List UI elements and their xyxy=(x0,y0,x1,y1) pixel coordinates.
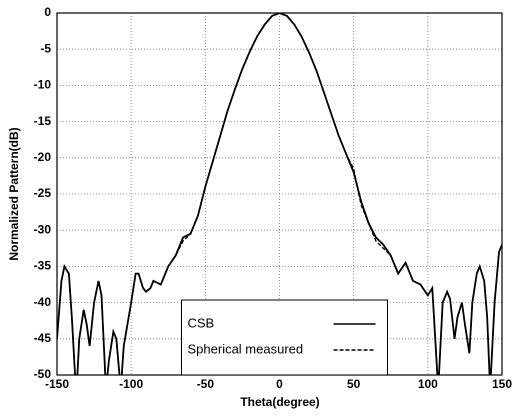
x-axis-label: Theta(degree) xyxy=(240,395,319,409)
y-tick-label: -15 xyxy=(34,114,52,128)
x-tick-label: 150 xyxy=(492,377,512,391)
x-tick-label: -100 xyxy=(119,377,143,391)
y-tick-label: -30 xyxy=(34,222,52,236)
x-tick-label: -50 xyxy=(197,377,215,391)
plot-area xyxy=(57,13,502,375)
y-tick-label: -40 xyxy=(34,295,52,309)
y-tick-label: -20 xyxy=(34,150,52,164)
x-tick-label: -150 xyxy=(45,377,69,391)
legend-label: Spherical measured xyxy=(188,341,304,356)
x-tick-label: 50 xyxy=(347,377,361,391)
y-tick-label: 0 xyxy=(44,5,51,19)
series-line xyxy=(57,13,502,375)
x-tick-label: 0 xyxy=(276,377,283,391)
y-tick-label: -25 xyxy=(34,186,52,200)
y-axis-label: Normalized Pattern(dB) xyxy=(7,127,21,260)
y-tick-label: -45 xyxy=(34,331,52,345)
y-tick-label: -10 xyxy=(34,78,52,92)
x-tick-label: 100 xyxy=(418,377,438,391)
y-tick-label: -35 xyxy=(34,259,52,273)
legend-box xyxy=(181,299,388,376)
y-tick-label: -50 xyxy=(34,367,52,381)
legend-label: CSB xyxy=(188,315,215,330)
y-tick-label: -5 xyxy=(40,41,51,55)
